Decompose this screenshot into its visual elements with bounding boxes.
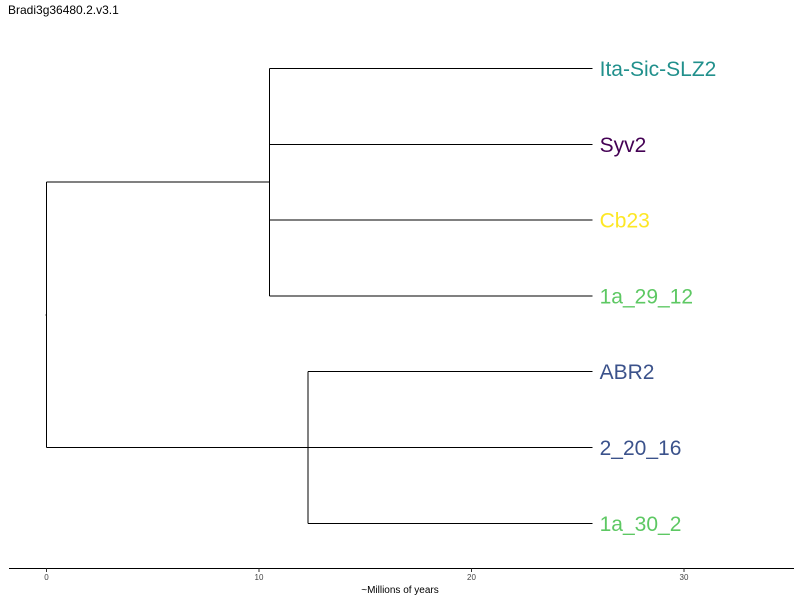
- tip-labels: Ita-Sic-SLZ2 Syv2 Cb23 1a_29_12 ABR2 2_20_16 1…: [600, 58, 717, 536]
- tree-branches: [45, 68, 593, 524]
- tip-label: 1a_30_2: [600, 513, 682, 536]
- x-tick-label: 20: [467, 573, 476, 582]
- tip-label: Cb23: [600, 210, 650, 233]
- tip-label: Syv2: [600, 134, 647, 157]
- x-axis: ~Millions of years 0 10 20 30: [9, 568, 794, 596]
- tip-label: 2_20_16: [600, 437, 682, 460]
- x-tick-label: 30: [680, 573, 689, 582]
- x-axis-title: ~Millions of years: [361, 585, 439, 596]
- page-title: Bradi3g36480.2.v3.1: [8, 3, 119, 17]
- tip-label: ABR2: [600, 361, 655, 384]
- tip-label: 1a_29_12: [600, 285, 693, 308]
- tip-label: Ita-Sic-SLZ2: [600, 58, 717, 81]
- x-tick-label: 10: [255, 573, 264, 582]
- x-tick-label: 0: [44, 573, 49, 582]
